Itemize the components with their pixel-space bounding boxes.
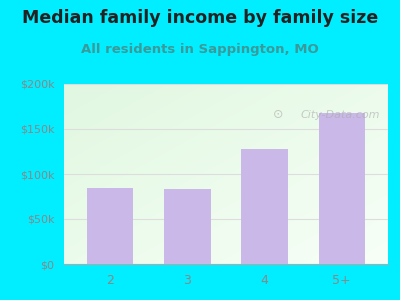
Bar xyxy=(242,149,288,264)
Text: All residents in Sappington, MO: All residents in Sappington, MO xyxy=(81,44,319,56)
Text: Median family income by family size: Median family income by family size xyxy=(22,9,378,27)
Bar xyxy=(318,113,365,264)
Text: ⊙: ⊙ xyxy=(272,108,283,121)
Text: City-Data.com: City-Data.com xyxy=(300,110,380,120)
Bar xyxy=(87,188,134,264)
Bar xyxy=(164,189,210,264)
